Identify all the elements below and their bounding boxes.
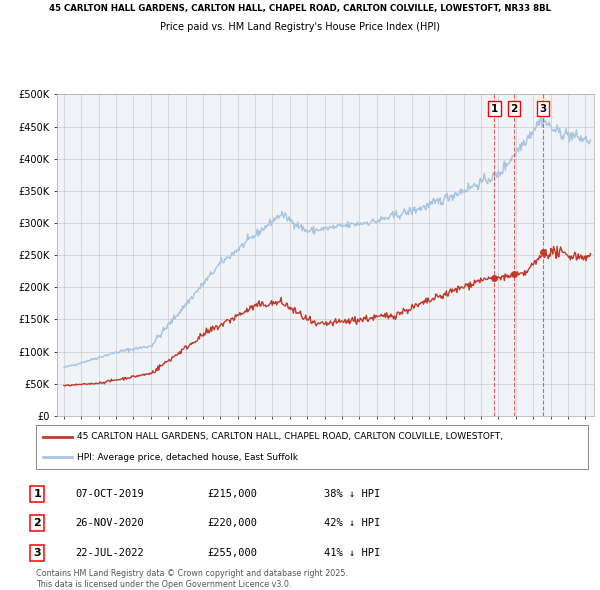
Text: £220,000: £220,000 [207,519,257,528]
Text: 2: 2 [34,519,41,528]
Text: 26-NOV-2020: 26-NOV-2020 [75,519,144,528]
Text: 2: 2 [511,104,518,113]
Text: HPI: Average price, detached house, East Suffolk: HPI: Average price, detached house, East… [77,453,298,461]
Text: £255,000: £255,000 [207,548,257,558]
Text: 45 CARLTON HALL GARDENS, CARLTON HALL, CHAPEL ROAD, CARLTON COLVILLE, LOWESTOFT,: 45 CARLTON HALL GARDENS, CARLTON HALL, C… [77,432,503,441]
Text: 07-OCT-2019: 07-OCT-2019 [75,489,144,499]
Text: 45 CARLTON HALL GARDENS, CARLTON HALL, CHAPEL ROAD, CARLTON COLVILLE, LOWESTOFT,: 45 CARLTON HALL GARDENS, CARLTON HALL, C… [49,4,551,13]
Text: £215,000: £215,000 [207,489,257,499]
Text: 3: 3 [539,104,547,113]
Text: 3: 3 [34,548,41,558]
Text: 22-JUL-2022: 22-JUL-2022 [75,548,144,558]
Text: Price paid vs. HM Land Registry's House Price Index (HPI): Price paid vs. HM Land Registry's House … [160,22,440,32]
Text: 1: 1 [34,489,41,499]
Text: Contains HM Land Registry data © Crown copyright and database right 2025.
This d: Contains HM Land Registry data © Crown c… [36,569,348,589]
Text: 41% ↓ HPI: 41% ↓ HPI [324,548,380,558]
Text: 38% ↓ HPI: 38% ↓ HPI [324,489,380,499]
Text: 42% ↓ HPI: 42% ↓ HPI [324,519,380,528]
Text: 1: 1 [491,104,498,113]
